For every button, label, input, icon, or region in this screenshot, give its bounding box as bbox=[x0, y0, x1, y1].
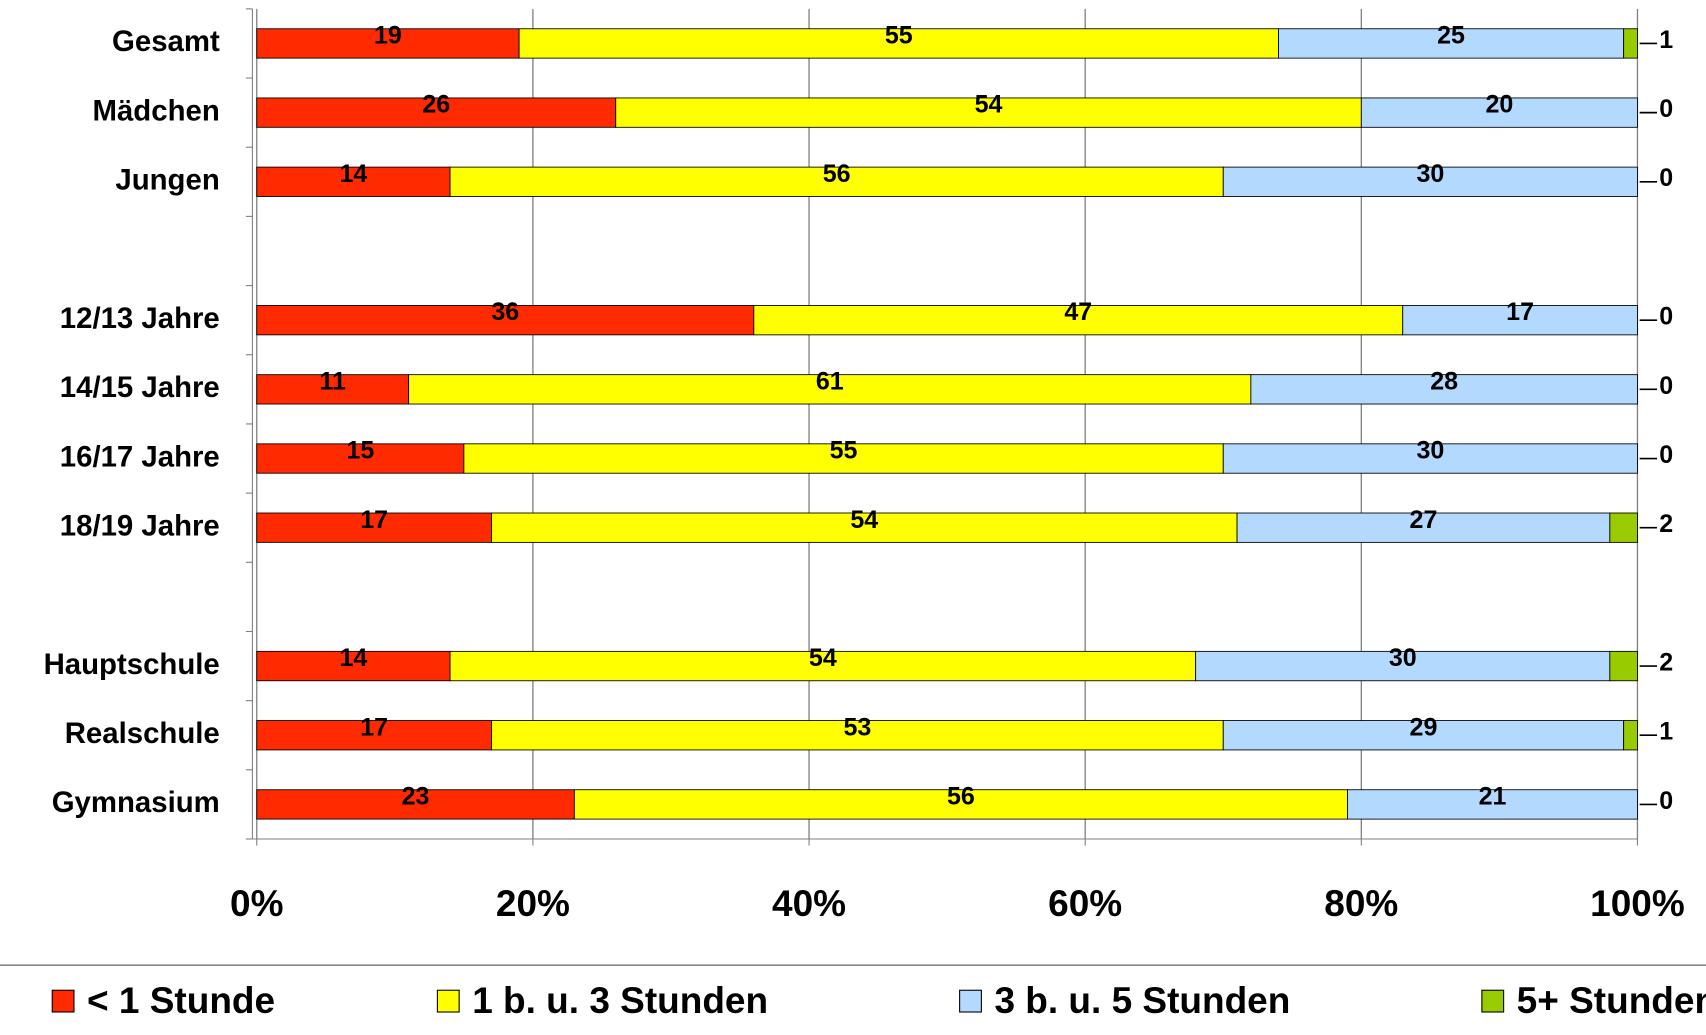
data-label: 30 bbox=[1416, 437, 1444, 465]
data-label: 19 bbox=[374, 22, 402, 50]
y-tick-label: Jungen bbox=[115, 164, 219, 197]
bar-segment bbox=[256, 28, 520, 59]
legend-label: 1 b. u. 3 Stunden bbox=[472, 980, 768, 1021]
y-tick-label: Hauptschule bbox=[44, 648, 220, 681]
bar-segment bbox=[753, 305, 1404, 336]
bar-segment bbox=[1623, 28, 1638, 59]
data-label: 54 bbox=[975, 91, 1003, 119]
x-tick-label: 0% bbox=[230, 883, 283, 924]
data-label: 2 bbox=[1659, 648, 1673, 676]
x-tick-label: 100% bbox=[1590, 883, 1685, 924]
data-label: 0 bbox=[1659, 441, 1673, 469]
data-label: 11 bbox=[319, 367, 346, 395]
y-tick-label: Mädchen bbox=[93, 94, 220, 127]
legend-swatch bbox=[51, 989, 75, 1013]
data-label: 55 bbox=[830, 437, 858, 465]
y-tick-label: Gymnasium bbox=[52, 786, 220, 819]
data-label: 25 bbox=[1437, 22, 1465, 50]
data-label: 30 bbox=[1416, 160, 1444, 188]
data-label: 21 bbox=[1479, 782, 1507, 810]
data-label: 17 bbox=[360, 506, 388, 534]
legend-label: 5+ Stunden bbox=[1517, 980, 1706, 1021]
bar-segment bbox=[1222, 443, 1638, 474]
data-label: 15 bbox=[346, 437, 374, 465]
bar-segment bbox=[1278, 28, 1625, 59]
legend-label: 3 b. u. 5 Stunden bbox=[994, 980, 1290, 1021]
data-label: 0 bbox=[1659, 372, 1673, 400]
data-label: 47 bbox=[1064, 298, 1092, 326]
data-label: 54 bbox=[809, 644, 837, 672]
bar-segment bbox=[1623, 720, 1638, 751]
legend-swatch bbox=[436, 989, 460, 1013]
bar-segment bbox=[1609, 650, 1638, 682]
y-tick-label: Realschule bbox=[65, 717, 220, 750]
bar-segment bbox=[1222, 166, 1638, 197]
data-label: 56 bbox=[823, 160, 851, 188]
bar-segment bbox=[1360, 97, 1638, 128]
data-label: 17 bbox=[1506, 298, 1534, 326]
data-label: 61 bbox=[816, 367, 844, 395]
y-tick-label: 16/17 Jahre bbox=[60, 440, 220, 473]
bar-segment bbox=[573, 789, 1348, 820]
bar-segment bbox=[256, 789, 575, 820]
x-tick-label: 20% bbox=[496, 883, 570, 924]
bar-segment bbox=[463, 443, 1224, 474]
data-label: 2 bbox=[1659, 510, 1673, 538]
data-label: 30 bbox=[1389, 644, 1417, 672]
data-label: 0 bbox=[1659, 164, 1673, 192]
data-label: 23 bbox=[402, 782, 430, 810]
data-label: 26 bbox=[422, 91, 450, 119]
bar-segment bbox=[1236, 512, 1611, 543]
bar-segment bbox=[1222, 720, 1625, 751]
data-label: 36 bbox=[491, 298, 519, 326]
data-label: 56 bbox=[947, 782, 975, 810]
data-label: 1 bbox=[1659, 718, 1673, 746]
bar-segment bbox=[256, 97, 617, 128]
x-tick-label: 60% bbox=[1048, 883, 1122, 924]
bar-segment bbox=[256, 512, 492, 543]
data-label: 28 bbox=[1430, 367, 1458, 395]
legend-swatch bbox=[959, 989, 982, 1013]
data-label: 17 bbox=[360, 713, 388, 741]
bar-segment bbox=[1195, 650, 1611, 682]
data-label: 0 bbox=[1659, 787, 1673, 815]
bar-segment bbox=[1250, 374, 1638, 405]
data-label: 1 bbox=[1659, 26, 1673, 54]
data-label: 53 bbox=[843, 713, 871, 741]
data-label: 14 bbox=[340, 160, 368, 188]
data-label: 55 bbox=[885, 22, 913, 50]
y-tick-label: 12/13 Jahre bbox=[60, 302, 220, 335]
data-label: 20 bbox=[1485, 91, 1513, 119]
y-tick-label: 14/15 Jahre bbox=[60, 371, 220, 404]
data-label: 29 bbox=[1410, 713, 1438, 741]
data-label: 14 bbox=[340, 644, 368, 672]
bar-segment bbox=[1402, 305, 1638, 336]
x-tick-label: 40% bbox=[772, 883, 846, 924]
bar-segment bbox=[449, 166, 1224, 197]
bar-segment bbox=[491, 512, 1238, 543]
y-tick-label: Gesamt bbox=[112, 25, 220, 58]
x-tick-label: 80% bbox=[1324, 883, 1398, 924]
data-label: 0 bbox=[1659, 303, 1673, 331]
bar-segment bbox=[256, 166, 451, 197]
data-label: 54 bbox=[850, 506, 878, 534]
legend-label: < 1 Stunde bbox=[87, 980, 275, 1021]
bar-segment bbox=[615, 97, 1362, 128]
bar-segment bbox=[1347, 789, 1638, 820]
bar-segment bbox=[518, 28, 1279, 59]
y-tick-label: 18/19 Jahre bbox=[60, 509, 220, 542]
bar-segment bbox=[256, 650, 451, 682]
legend-swatch bbox=[1481, 989, 1505, 1013]
data-label: 0 bbox=[1659, 95, 1673, 123]
bar-segment bbox=[1609, 512, 1638, 543]
data-label: 27 bbox=[1410, 506, 1438, 534]
bar-segment bbox=[256, 305, 755, 336]
bar-segment bbox=[256, 443, 465, 474]
